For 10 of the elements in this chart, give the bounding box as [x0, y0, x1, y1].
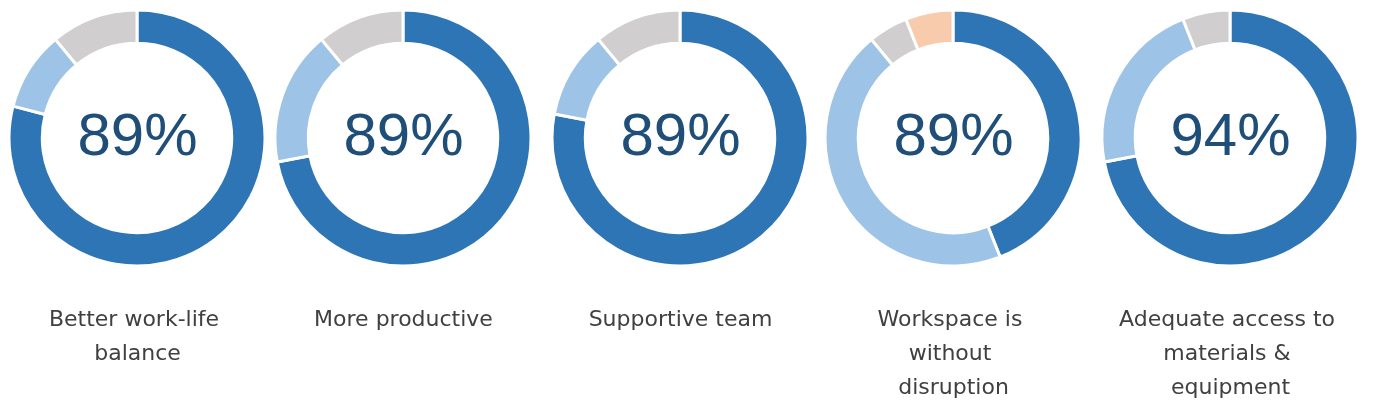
text: Supportive team [588, 305, 773, 331]
text: 89% [620, 100, 741, 168]
text: Adequate access to materials & equipment [1119, 305, 1342, 399]
text: 89% [77, 100, 198, 168]
text: 89% [893, 100, 1014, 168]
text: Workspace is without disruption [877, 305, 1030, 399]
text: More productive [314, 305, 493, 331]
text: Better work-life balance [48, 305, 227, 365]
text: 89% [343, 100, 464, 168]
text: 94% [1170, 100, 1291, 168]
